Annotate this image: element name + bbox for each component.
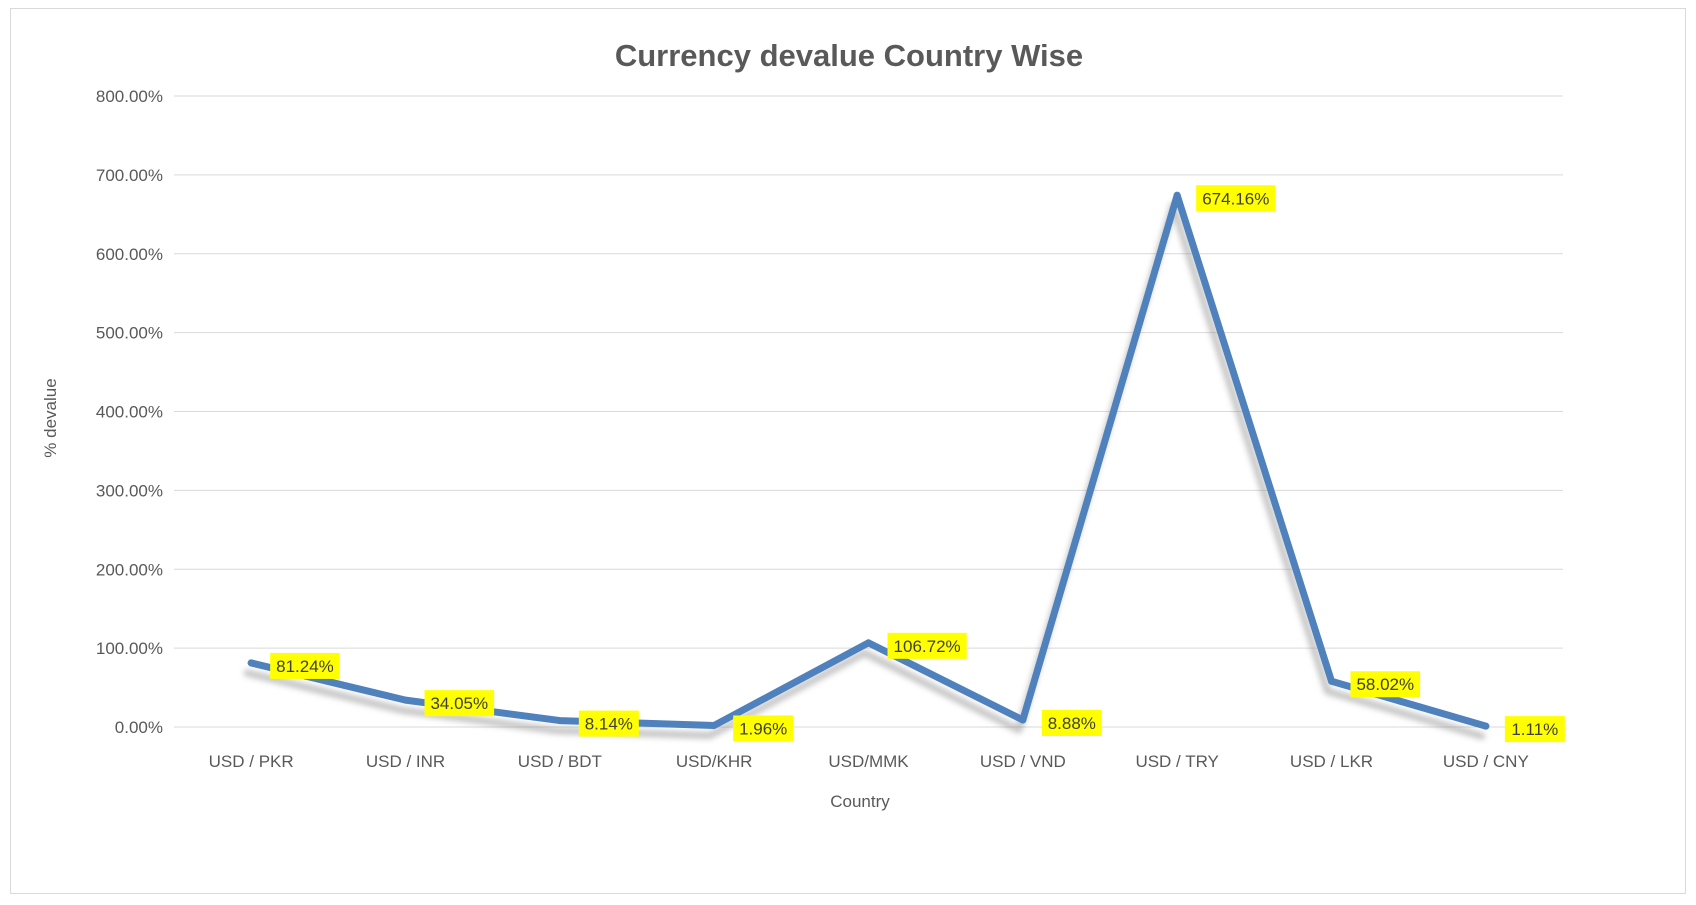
x-axis-label: Country <box>830 792 890 811</box>
data-point <box>710 721 718 729</box>
chart-frame: Currency devalue Country Wise 0.00% 100.0… <box>10 8 1686 894</box>
data-label-text: 8.88% <box>1048 714 1096 733</box>
y-tick-label: 0.00% <box>115 718 163 737</box>
y-tick-label: 700.00% <box>96 166 163 185</box>
data-point <box>1019 716 1027 724</box>
data-label-text: 674.16% <box>1202 189 1269 208</box>
y-tick-label: 800.00% <box>96 87 163 106</box>
data-point <box>402 696 409 704</box>
data-label-text: 1.11% <box>1511 720 1558 739</box>
gridlines <box>174 95 1563 728</box>
data-label: 8.88% <box>1041 709 1102 736</box>
data-label: 8.14% <box>578 710 639 737</box>
data-label-background <box>1196 185 1276 212</box>
data-label-background <box>733 715 794 742</box>
data-label-text: 34.05% <box>430 694 488 713</box>
data-label-background <box>1041 709 1102 736</box>
y-axis-label: % devalue <box>41 378 60 457</box>
data-label-text: 81.24% <box>276 657 334 676</box>
x-tick-label: USD / INR <box>366 752 445 771</box>
line-chart: Currency devalue Country Wise 0.00% 100.0… <box>41 38 1565 811</box>
data-label-text: 106.72% <box>894 637 961 656</box>
x-tick-label: USD / LKR <box>1290 752 1373 771</box>
y-tick-label: 600.00% <box>96 245 163 264</box>
x-tick-label: USD/MMK <box>828 752 909 771</box>
x-tick-label: USD / PKR <box>209 752 294 771</box>
series-line <box>247 191 1490 730</box>
data-label: 106.72% <box>887 632 967 659</box>
data-point <box>1173 191 1181 199</box>
x-tick-label: USD / TRY <box>1135 752 1218 771</box>
data-label: 674.16% <box>1196 185 1276 212</box>
y-tick-label: 500.00% <box>96 324 163 343</box>
y-tick-label: 300.00% <box>96 481 163 500</box>
x-axis-ticks: USD / PKR USD / INR USD / BDT USD/KHR USD/MM… <box>209 752 1529 771</box>
data-label: 34.05% <box>424 690 495 717</box>
x-tick-label: USD / VND <box>980 752 1066 771</box>
data-label-background <box>1504 716 1565 743</box>
data-label: 81.24% <box>270 652 340 679</box>
y-axis-ticks: 0.00% 100.00% 200.00% 300.00% 400.00% 500.00%… <box>96 87 163 737</box>
data-label-background <box>270 652 340 679</box>
data-label: 1.96% <box>733 715 794 742</box>
x-tick-label: USD / BDT <box>518 752 602 771</box>
data-point <box>247 659 255 667</box>
data-label-background <box>887 632 967 659</box>
y-tick-label: 100.00% <box>96 639 163 658</box>
data-point <box>1328 677 1335 685</box>
y-tick-label: 400.00% <box>96 403 163 422</box>
data-label-text: 58.02% <box>1356 675 1414 694</box>
chart-title: Currency devalue Country Wise <box>615 38 1083 73</box>
data-point <box>556 717 564 725</box>
data-label-text: 8.14% <box>585 715 633 734</box>
data-point <box>1482 722 1490 730</box>
data-label: 58.02% <box>1350 671 1421 698</box>
data-label-text: 1.96% <box>739 719 787 738</box>
data-labels: 81.24% 34.05% 8.14% 1.96% 106.72% 8.88% 674.16… <box>270 185 1565 743</box>
data-label-background <box>578 710 639 737</box>
data-point <box>865 639 872 647</box>
data-label-background <box>1350 671 1421 698</box>
x-tick-label: USD / CNY <box>1443 752 1529 771</box>
x-tick-label: USD/KHR <box>676 752 753 771</box>
data-label: 1.11% <box>1504 716 1565 743</box>
y-tick-label: 200.00% <box>96 560 163 579</box>
series-layer <box>247 191 1490 730</box>
data-label-background <box>424 690 495 717</box>
